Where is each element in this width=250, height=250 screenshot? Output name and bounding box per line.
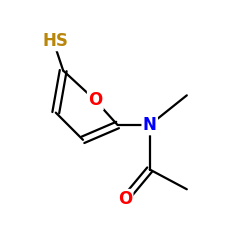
Text: N: N	[143, 116, 157, 134]
Text: HS: HS	[43, 32, 69, 50]
Text: O: O	[88, 91, 102, 109]
Text: O: O	[118, 190, 132, 208]
